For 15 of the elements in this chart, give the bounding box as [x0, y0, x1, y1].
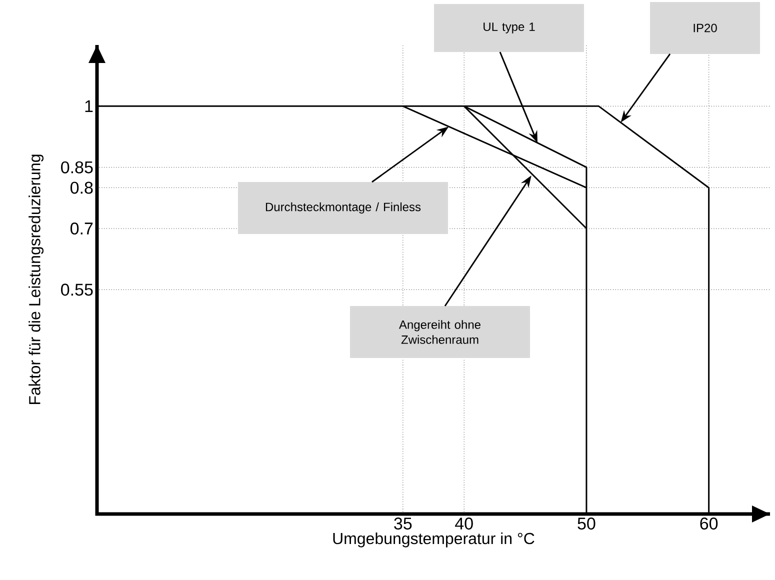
y-tick-label: 0.7 — [70, 222, 93, 235]
x-axis-title: Umgebungstemperatur in °C — [333, 532, 534, 548]
annotation: Angereiht ohne Zwischenraum — [398, 320, 480, 344]
annotation: Durchsteckmontage / Finless — [266, 202, 421, 214]
x-tick-label: 40 — [455, 518, 473, 530]
y-tick-label: 0.8 — [70, 182, 93, 194]
x-tick-label: 60 — [700, 518, 718, 530]
x-tick-label: 50 — [578, 518, 596, 530]
y-tick-label: 0.55 — [61, 284, 93, 296]
y-tick-label: 1 — [85, 100, 93, 112]
text: UL type 1 — [484, 22, 535, 34]
y-tick-label: 0.85 — [61, 161, 93, 174]
y-axis-title: Faktor für die Leistungsreduzierung — [28, 154, 44, 404]
x-tick-label: 35 — [394, 518, 412, 530]
text: IP20 — [694, 24, 717, 32]
